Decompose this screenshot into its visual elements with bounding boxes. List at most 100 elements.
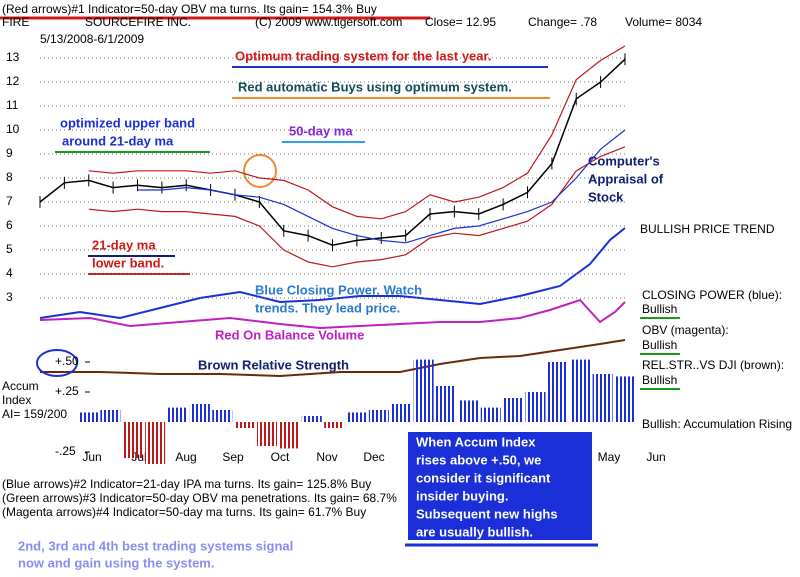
- y-tick-label: 8: [6, 170, 13, 184]
- note-box: When Accum Index rises above +.50, we co…: [408, 432, 592, 540]
- rs-line: [40, 339, 626, 378]
- accum-bar: [279, 422, 300, 449]
- status: Bullish: [642, 338, 677, 352]
- x-tick-label: Oct: [271, 450, 290, 464]
- accum-bar: [547, 362, 568, 422]
- note: consider it significant: [416, 470, 551, 485]
- highlight: [36, 349, 78, 377]
- series-line: [88, 146, 626, 268]
- accum-bar: [368, 410, 389, 422]
- note: When Accum Index: [416, 434, 536, 449]
- x-tick-label: Aug: [175, 450, 196, 464]
- series-line: [137, 129, 626, 244]
- x-tick-label: May: [598, 450, 621, 464]
- annotation: Red On Balance Volume: [215, 327, 364, 342]
- status: Bullish: Accumulation Rising: [642, 417, 792, 431]
- copyright: (C) 2009 www.tigersoft.com: [255, 15, 402, 29]
- footer: (Blue arrows)#2 Indicator=21-day IPA ma …: [2, 477, 371, 491]
- annotation: Blue Closing Power. Watch: [255, 282, 422, 297]
- volume: Volume= 8034: [625, 15, 702, 29]
- annotation: Brown Relative Strength: [198, 357, 349, 372]
- note: Subsequent new highs: [416, 506, 558, 521]
- footer: (Green arrows)#3 Indicator=50-day OBV ma…: [2, 491, 397, 505]
- accum-bar: [458, 400, 479, 422]
- accum-bar: [212, 410, 233, 422]
- accum-bar: [615, 376, 635, 422]
- accum-bar: [145, 422, 166, 464]
- annotation: lower band.: [92, 255, 164, 270]
- accum-title: Index: [2, 393, 31, 407]
- footer: (Magenta arrows)#4 Indicator=50-day ma t…: [2, 505, 366, 519]
- annotation: Red automatic Buys using optimum system.: [238, 79, 512, 94]
- best: 2nd, 3rd and 4th best trading systems si…: [18, 538, 293, 553]
- y-tick-label: 4: [6, 266, 13, 280]
- indicator: (Red arrows)#1 Indicator=50-day OBV ma t…: [2, 2, 377, 16]
- y-tick-label: 12: [6, 74, 20, 88]
- accum-bar: [525, 392, 546, 422]
- x-tick-label: Sep: [222, 450, 244, 464]
- annotation: Stock: [588, 189, 624, 204]
- accum-bar: [78, 412, 98, 422]
- y-tick-label: 9: [6, 146, 13, 160]
- x-tick-label: Nov: [316, 450, 337, 464]
- closing-power-line: [39, 227, 626, 320]
- note: rises above +.50, we: [416, 452, 541, 467]
- x-tick-label: Jun: [82, 450, 101, 464]
- y-tick-label: 10: [6, 122, 20, 136]
- annotation: trends. They lead price.: [255, 300, 400, 315]
- accum-bar: [324, 422, 345, 428]
- accum-bar: [100, 410, 121, 422]
- best: now and gain using the system.: [18, 555, 214, 570]
- series-line: [88, 45, 626, 220]
- note-background: [408, 432, 592, 540]
- accum-bar: [257, 422, 277, 446]
- accum-bar: [189, 404, 210, 422]
- accum-bar: [234, 422, 255, 428]
- annotation: optimized upper band: [60, 115, 195, 130]
- status: Bullish: [642, 373, 677, 387]
- y-tick-label: 3: [6, 290, 13, 304]
- accum-title: Accum: [2, 379, 39, 393]
- y-tick-label: 11: [6, 98, 19, 112]
- y-tick-label: +.25: [55, 384, 79, 398]
- accum-bar: [592, 374, 613, 422]
- status: Bullish: [642, 302, 677, 316]
- close: Close= 12.95: [425, 15, 496, 29]
- y-tick-label: 7: [6, 194, 13, 208]
- accum-bar: [413, 359, 434, 422]
- accum-bar: [436, 386, 456, 422]
- accum-bar: [346, 412, 367, 422]
- accum-bar: [570, 359, 591, 422]
- annotation: Optimum trading system for the last year…: [235, 48, 491, 63]
- annotation: 50-day ma: [289, 123, 353, 138]
- annotation: BULLISH PRICE TREND: [640, 222, 775, 236]
- dates: 5/13/2008-6/1/2009: [40, 32, 144, 46]
- note: insider buying.: [416, 488, 508, 503]
- y-tick-label: 5: [6, 242, 13, 256]
- obv-line: [39, 298, 626, 330]
- x-tick-label: Jun: [646, 450, 665, 464]
- status: OBV (magenta):: [642, 323, 729, 337]
- accum-bar: [167, 407, 188, 422]
- accum-bar: [391, 404, 412, 422]
- accum-bar: [122, 422, 143, 458]
- accum-bar: [301, 416, 322, 422]
- accum-bar: [480, 407, 501, 422]
- annotation: 21-day ma: [92, 237, 156, 252]
- y-tick-label: -.25: [55, 444, 76, 458]
- status: REL.STR..VS DJI (brown):: [642, 358, 784, 372]
- annotation: Appraisal of: [588, 171, 664, 186]
- annotation: Computer's: [588, 153, 660, 168]
- company: SOURCEFIRE INC.: [85, 15, 191, 29]
- y-tick-label: 6: [6, 218, 13, 232]
- accum-bar: [503, 398, 524, 422]
- highlight: [243, 154, 277, 188]
- y-tick-label: 13: [6, 50, 20, 64]
- annotation: around 21-day ma: [62, 133, 174, 148]
- note: are usually bullish.: [416, 524, 533, 539]
- change: Change= .78: [528, 15, 597, 29]
- y-tick-label: +.50: [55, 354, 79, 368]
- accum-title: AI= 159/200: [2, 407, 67, 421]
- status: CLOSING POWER (blue):: [642, 288, 782, 302]
